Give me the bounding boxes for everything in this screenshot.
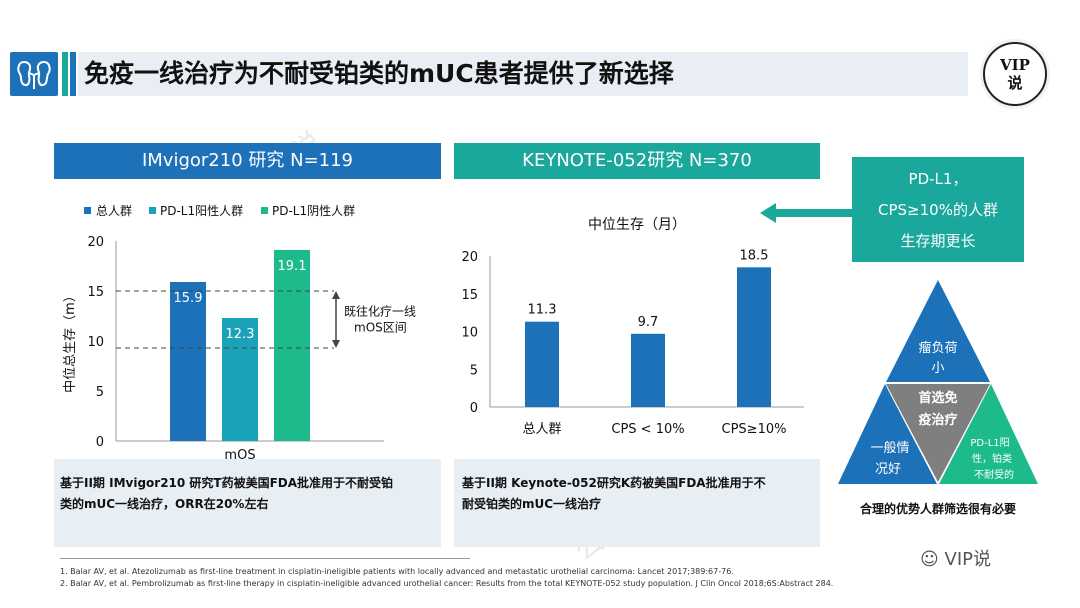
y-tick-label: 10: [87, 335, 104, 350]
kidney-logo: [10, 52, 58, 96]
legend-label-negative: PD-L1阴性人群: [272, 204, 355, 218]
vip-badge: VIP 说: [983, 42, 1047, 106]
header-accent-teal: [62, 52, 68, 96]
bar-1: [170, 282, 206, 441]
triangle-left-line1: 一般情: [870, 440, 909, 456]
bar-3: [737, 267, 771, 407]
x-tick-label: CPS < 10%: [611, 422, 684, 437]
legend-label-positive: PD-L1阳性人群: [160, 204, 243, 218]
triangle-right-line2: 性，铂类: [972, 452, 1012, 465]
y-tick-label: 15: [461, 288, 478, 303]
y-tick-label: 15: [87, 285, 104, 300]
data-label: 11.3: [528, 303, 557, 318]
triangle-right: [939, 384, 1038, 484]
imvigor-panel: IMvigor210 研究 N=119 总人群 PD-L1阳性人群 PD-L1阴…: [54, 143, 441, 547]
keynote-chart: 中位生存（月） 0 5 10 15 20 11.3 总人群 9.7 CPS < 10% 18.5…: [454, 179, 820, 459]
y-tick-label: 5: [96, 385, 104, 400]
x-axis-title: mOS: [224, 448, 255, 459]
legend-swatch-all: [84, 207, 91, 214]
vip-badge-line2: 说: [1007, 74, 1023, 92]
bars: 15.9 12.3 19.1: [170, 250, 310, 441]
reference-arrow-down: [332, 340, 340, 348]
bar-1: [525, 321, 559, 407]
reference-label-line1: 既往化疗一线: [344, 304, 416, 319]
imvigor-note: 基于II期 IMvigor210 研究T药被美国FDA批准用于不耐受铂 类的mU…: [60, 473, 393, 515]
keynote-heading: KEYNOTE-052研究 N=370: [454, 143, 820, 179]
x-tick-label: CPS≥10%: [722, 422, 787, 437]
y-tick-label: 5: [470, 363, 478, 378]
callout-line3: 生存期更长: [900, 232, 976, 250]
callout-line1: PD-L1，: [908, 170, 968, 188]
legend-swatch-negative: [261, 207, 268, 214]
triangle-left: [838, 384, 937, 484]
title-band: [78, 52, 968, 96]
patient-selection-triangle: 瘤负荷 小 首选免 疫治疗 一般情 况好 PD-L1阳 性，铂类 不耐受的: [838, 280, 1038, 484]
y-axis-title: 中位总生存（m）: [63, 289, 78, 393]
y-tick-label: 20: [87, 235, 104, 250]
triangle-right-line3: 不耐受的: [974, 468, 1014, 481]
data-label: 18.5: [740, 248, 769, 263]
legend-label-all: 总人群: [96, 204, 132, 218]
bars: 11.3 总人群 9.7 CPS < 10% 18.5 CPS≥10%: [522, 248, 786, 437]
pd-l1-callout: PD-L1， CPS≥10%的人群 生存期更长: [852, 157, 1024, 262]
header-accent-blue: [70, 52, 76, 96]
kidney-icon: [17, 60, 51, 89]
triangle-center-line2: 疫治疗: [918, 412, 957, 428]
imvigor-heading: IMvigor210 研究 N=119: [54, 143, 441, 179]
y-tick-label: 0: [96, 435, 104, 450]
wechat-watermark-text: VIP说: [944, 549, 991, 570]
data-label: 9.7: [638, 315, 659, 330]
data-label: 15.9: [174, 291, 203, 306]
imvigor-chart: 总人群 PD-L1阳性人群 PD-L1阴性人群 0 5 10 15 20 15.9 12.…: [54, 179, 441, 459]
callout-line2: CPS≥10%的人群: [878, 201, 998, 219]
reference-1: 1. Balar AV, et al. Atezolizumab as firs…: [60, 567, 734, 576]
keynote-panel: KEYNOTE-052研究 N=370 中位生存（月） 0 5 10 15 20 11.…: [454, 143, 820, 547]
reference-range: 既往化疗一线 mOS区间: [116, 290, 416, 349]
triangle-caption: 合理的优势人群筛选很有必要: [859, 502, 1016, 516]
arrow-left-icon: [760, 203, 852, 223]
data-label: 12.3: [226, 327, 255, 342]
chart-title: 中位生存（月）: [588, 217, 686, 233]
references: 1. Balar AV, et al. Atezolizumab as firs…: [60, 566, 833, 590]
legend: 总人群 PD-L1阳性人群 PD-L1阴性人群: [84, 204, 355, 218]
y-tick-label: 10: [461, 326, 478, 341]
wechat-watermark: ☺ VIP说: [920, 545, 991, 571]
triangle-left-line2: 况好: [875, 462, 901, 477]
triangle-top-line1: 瘤负荷: [918, 340, 957, 356]
triangle-right-line1: PD-L1阳: [970, 437, 1009, 449]
data-label: 19.1: [278, 259, 307, 274]
bar-2: [222, 318, 258, 441]
wechat-icon: ☺: [920, 549, 939, 570]
reference-divider: [60, 558, 470, 559]
page-title: 免疫一线治疗为不耐受铂类的mUC患者提供了新选择: [84, 59, 674, 88]
imvigor-note-line1: 基于II期 IMvigor210 研究T药被美国FDA批准用于不耐受铂: [60, 476, 394, 490]
x-tick-label: 总人群: [522, 422, 561, 437]
keynote-note: 基于II期 Keynote-052研究K药被美国FDA批准用于不 耐受铂类的mU…: [462, 473, 766, 515]
y-tick-label: 0: [470, 401, 478, 416]
reference-arrow-up: [332, 291, 340, 299]
bar-2: [631, 333, 665, 407]
reference-2: 2. Balar AV, et al. Pembrolizumab as fir…: [60, 579, 834, 588]
triangle-top-line2: 小: [931, 361, 944, 376]
imvigor-note-line2: 类的mUC一线治疗，ORR在20%左右: [60, 497, 269, 511]
y-tick-label: 20: [461, 250, 478, 265]
legend-swatch-positive: [149, 207, 156, 214]
triangle-center-line1: 首选免: [918, 390, 957, 406]
triangle-center: [886, 384, 990, 482]
keynote-note-line2: 耐受铂类的mUC一线治疗: [462, 497, 602, 511]
bar-3: [274, 250, 310, 441]
keynote-note-line1: 基于II期 Keynote-052研究K药被美国FDA批准用于不: [462, 476, 766, 490]
reference-label-line2: mOS区间: [354, 321, 407, 335]
vip-badge-line1: VIP: [1000, 56, 1030, 74]
triangle-top: [886, 280, 990, 382]
